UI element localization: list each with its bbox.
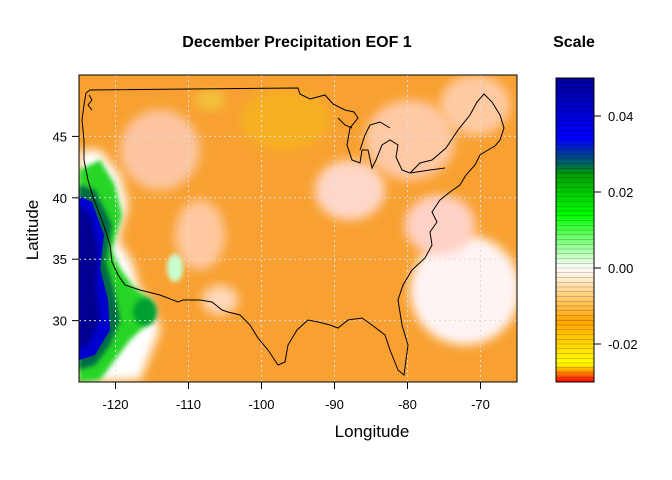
colorbar-tick-label: 0.04 (608, 109, 633, 124)
x-tick-label: -110 (176, 397, 201, 412)
colorbar-ticks: -0.02 0.00 0.02 0.04 (594, 109, 638, 352)
colorbar-tick-label: 0.02 (608, 185, 633, 200)
precipitation-field (79, 75, 517, 382)
x-tick-label: -100 (248, 397, 274, 412)
y-axis-label: Latitude (23, 200, 42, 261)
y-tick-label: 35 (53, 252, 67, 267)
y-tick-label: 45 (53, 129, 67, 144)
y-tick-label: 30 (53, 314, 67, 329)
colorbar-tick-label: -0.02 (608, 337, 638, 352)
x-axis-label: Longitude (335, 422, 410, 441)
colorbar-gradient (556, 78, 594, 382)
colorbar: -0.02 0.00 0.02 0.04 (555, 77, 638, 383)
plot-frame (78, 74, 518, 383)
colorbar-bands (556, 82, 594, 378)
grid-lines (79, 75, 517, 382)
y-axis: 30 35 40 45 (53, 129, 79, 329)
colorbar-tick-label: 0.00 (608, 261, 633, 276)
x-tick-label: -90 (325, 397, 344, 412)
colorbar-frame (555, 77, 595, 383)
x-tick-label: -120 (102, 397, 128, 412)
chart-title: December Precipitation EOF 1 (182, 34, 412, 51)
x-tick-label: -80 (398, 397, 417, 412)
y-tick-label: 40 (53, 191, 67, 206)
us-boundary (81, 87, 505, 376)
x-axis: -120 -110 -100 -90 -80 -70 (102, 382, 490, 412)
x-tick-label: -70 (471, 397, 490, 412)
colorbar-title: Scale (553, 34, 595, 51)
